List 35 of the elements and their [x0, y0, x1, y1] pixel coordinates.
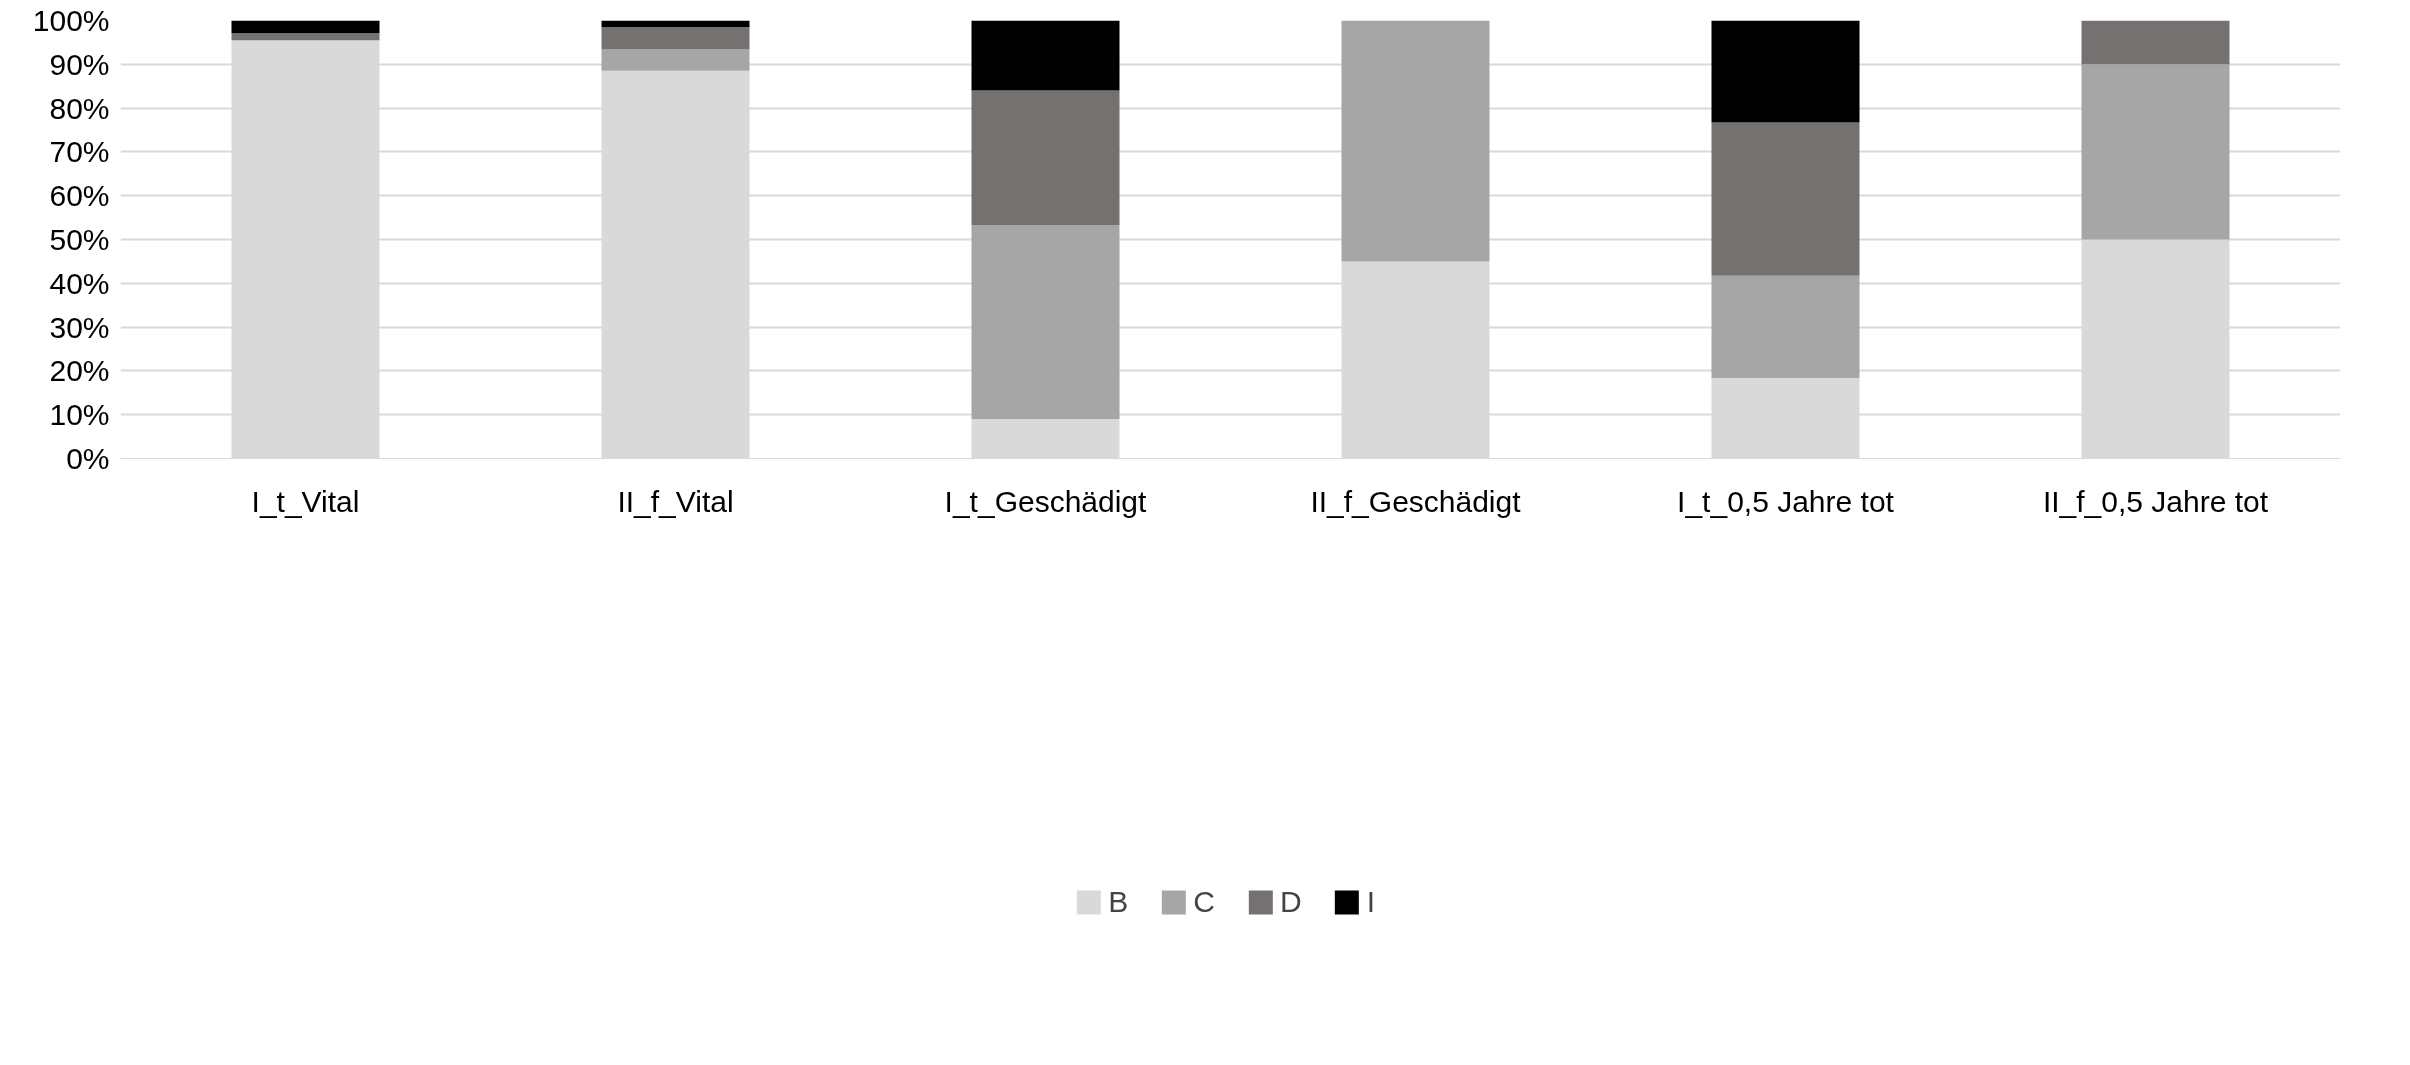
y-tick-label: 0% — [66, 442, 110, 475]
y-tick-label: 30% — [49, 310, 110, 344]
legend-label: I — [1366, 884, 1376, 919]
y-tick-label: 40% — [49, 266, 110, 300]
y-tick-label: 10% — [49, 398, 110, 432]
bar — [971, 90, 1120, 226]
bar — [1341, 20, 1490, 262]
y-tick-label: 60% — [49, 179, 110, 213]
bar — [2081, 20, 2230, 65]
bar — [231, 33, 380, 41]
x-tick-label: I_t_Vital — [251, 484, 360, 518]
y-tick-label: 70% — [49, 135, 110, 169]
bar — [601, 27, 750, 49]
x-tick-label: I_t_0,5 Jahre tot — [1677, 484, 1895, 518]
legend-label: D — [1280, 884, 1302, 919]
bar — [1711, 20, 1860, 123]
y-tick-label: 100% — [32, 4, 110, 37]
y-tick-label: 80% — [49, 91, 110, 125]
legend-label: C — [1193, 884, 1216, 919]
bar — [971, 20, 1120, 91]
x-tick-label: II_f_0,5 Jahre tot — [2042, 484, 2269, 518]
x-tick-label: I_t_Geschädigt — [944, 484, 1148, 518]
bar — [2081, 64, 2230, 240]
y-tick-label: 20% — [49, 354, 110, 388]
y-tick-label: 90% — [49, 47, 110, 81]
bar — [971, 225, 1120, 420]
legend-label: B — [1108, 884, 1129, 919]
bar — [231, 20, 380, 34]
bar — [601, 48, 750, 71]
x-tick-label: II_f_Geschädigt — [1310, 484, 1522, 518]
y-tick-label: 50% — [49, 223, 110, 256]
bar — [1711, 275, 1860, 378]
bar — [1711, 122, 1860, 276]
x-tick-label: II_f_Vital — [617, 484, 734, 518]
bar — [601, 20, 750, 28]
